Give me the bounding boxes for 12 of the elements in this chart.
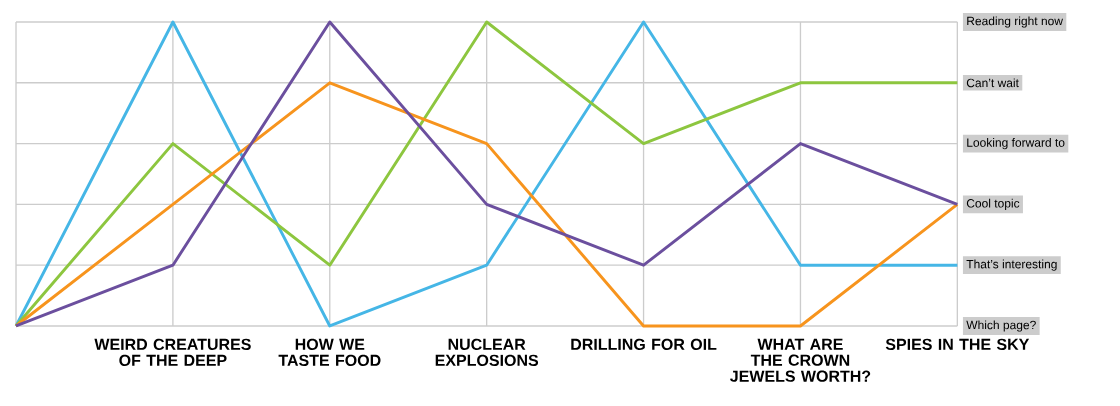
- x-tick-label: NUCLEAR EXPLOSIONS: [435, 338, 539, 367]
- text: Looking forward to: [967, 137, 1065, 150]
- x-tick-label: SPIES IN THE SKY: [885, 338, 1030, 351]
- text: Which page?: [966, 320, 1036, 332]
- x-tick-label: DRILLING FOR OIL: [571, 338, 717, 351]
- x-tick-label: WEIRD CREATURES OF THE DEEP: [94, 338, 251, 367]
- text: That’s interesting: [966, 259, 1057, 271]
- text: Reading right now: [967, 16, 1063, 28]
- x-tick-label: HOW WE TASTE FOOD: [278, 338, 381, 367]
- x-tick-label: WHAT ARE THE CROWN JEWELS WORTH?: [730, 338, 871, 382]
- text: Can’t wait: [966, 78, 1019, 88]
- text: Cool topic: [966, 198, 1020, 210]
